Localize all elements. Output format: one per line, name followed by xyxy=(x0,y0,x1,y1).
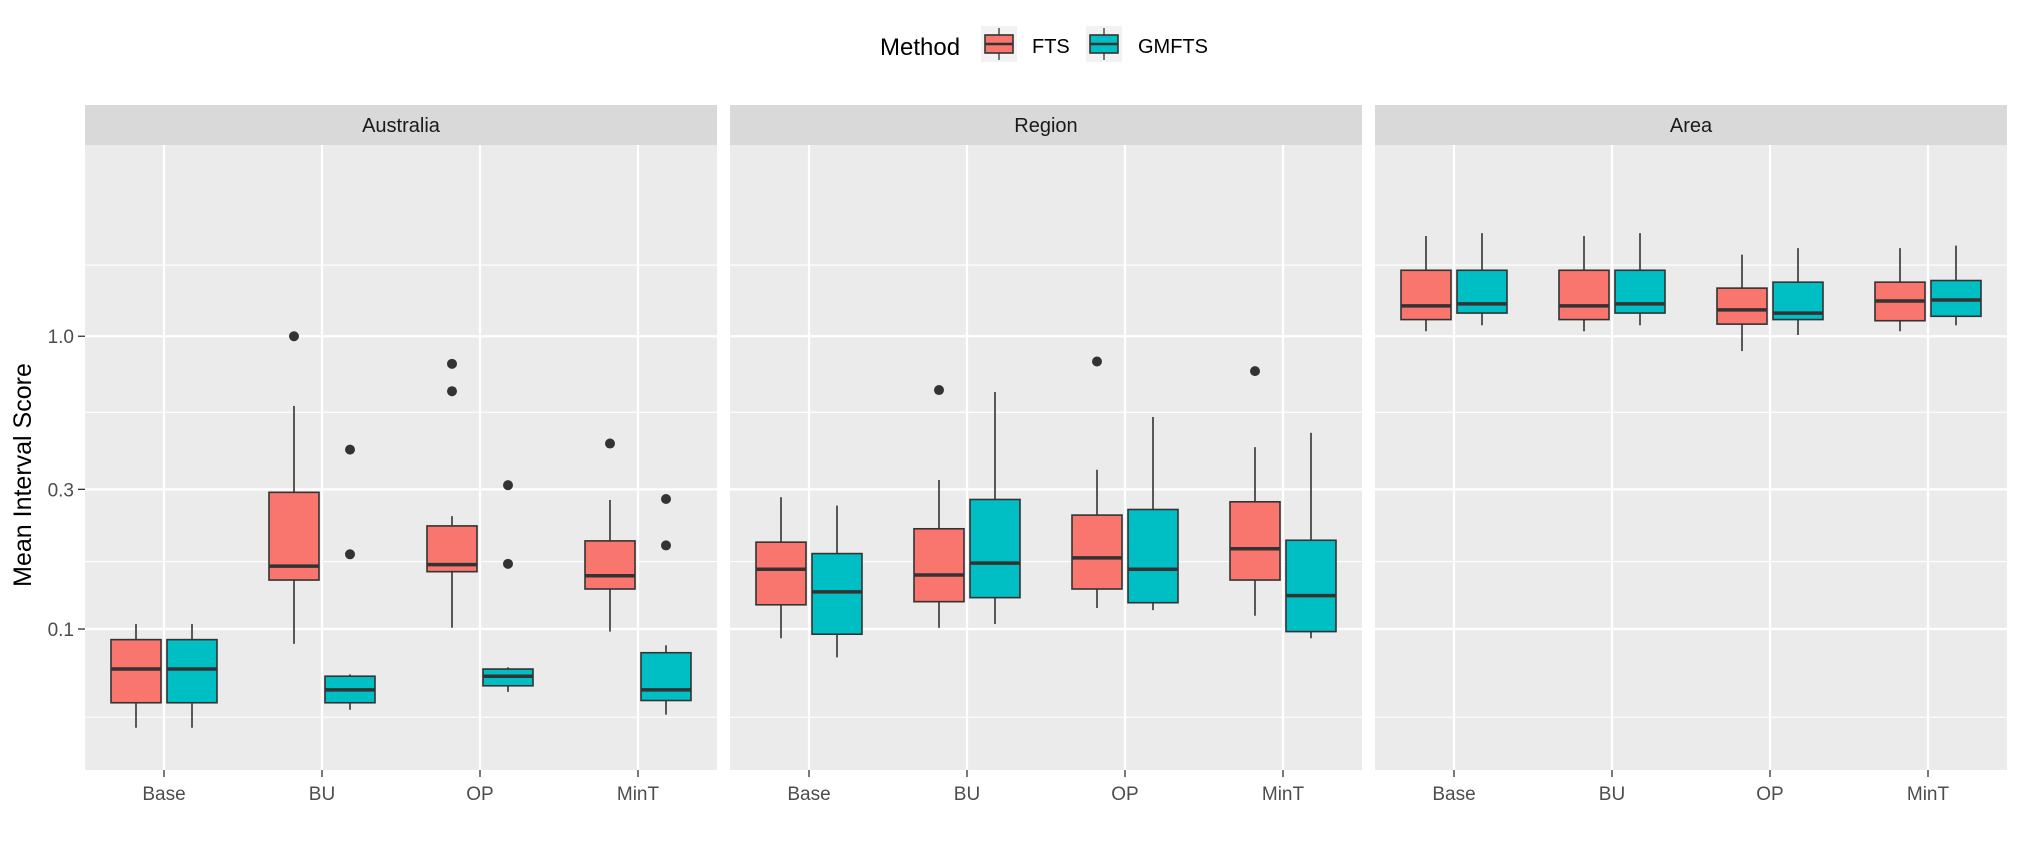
box-bu-gmfts xyxy=(1614,233,1666,326)
box-iqr xyxy=(1614,269,1666,314)
box-mint-gmfts xyxy=(1285,432,1337,639)
x-tick-label: OP xyxy=(1111,784,1138,805)
box-iqr xyxy=(640,651,692,702)
strip-label: Region xyxy=(1014,115,1077,137)
legend: Method FTS GMFTS xyxy=(880,26,1208,62)
y-axis-title: Mean Interval Score xyxy=(9,363,37,587)
panel-background xyxy=(1375,145,2007,770)
box-base-fts xyxy=(755,497,807,639)
box-base-fts xyxy=(110,624,162,728)
x-tick-label: MinT xyxy=(1262,784,1305,805)
x-tick-label: BU xyxy=(1599,784,1625,805)
box-bu-fts xyxy=(1558,235,1610,332)
x-tick-label: Base xyxy=(787,784,830,805)
strip-background xyxy=(85,105,717,145)
box-op-gmfts xyxy=(1772,248,1824,335)
outlier-point xyxy=(605,438,615,449)
y-tick-label: 0.1 xyxy=(48,620,74,641)
box-iqr xyxy=(166,638,218,704)
x-tick-label: BU xyxy=(309,784,335,805)
strip-background xyxy=(1375,105,2007,145)
box-iqr xyxy=(1400,269,1452,321)
panel-region: Region Base BU OP MinT xyxy=(730,105,1362,805)
box-op-gmfts xyxy=(482,480,534,692)
x-tick-label: OP xyxy=(466,784,493,805)
box-op-gmfts xyxy=(1127,416,1179,611)
box-iqr xyxy=(811,552,863,636)
box-iqr xyxy=(1456,269,1508,314)
x-tick-label: Base xyxy=(1432,784,1475,805)
box-mint-gmfts xyxy=(1930,245,1982,326)
panel-australia: Australia Base BU OP MinT xyxy=(85,105,717,805)
outlier-point xyxy=(345,549,355,560)
outlier-point xyxy=(289,331,299,342)
outlier-point xyxy=(503,558,513,569)
outlier-point xyxy=(447,358,457,369)
x-tick-label: OP xyxy=(1756,784,1783,805)
x-tick-label: MinT xyxy=(1907,784,1950,805)
box-mint-fts xyxy=(1874,248,1926,332)
box-iqr xyxy=(584,540,636,590)
box-base-fts xyxy=(1400,235,1452,332)
outlier-point xyxy=(661,540,671,551)
box-base-gmfts xyxy=(166,624,218,728)
box-mint-gmfts xyxy=(640,494,692,715)
box-iqr xyxy=(755,541,807,606)
box-iqr xyxy=(1558,269,1610,321)
box-base-gmfts xyxy=(1456,233,1508,326)
box-bu-gmfts xyxy=(324,444,376,710)
x-tick-label: BU xyxy=(954,784,980,805)
box-iqr xyxy=(969,498,1021,599)
box-bu-gmfts xyxy=(969,392,1021,625)
box-iqr xyxy=(1071,514,1123,590)
x-tick-label: MinT xyxy=(617,784,660,805)
box-iqr xyxy=(110,638,162,704)
box-bu-fts xyxy=(913,385,965,628)
box-iqr xyxy=(913,527,965,603)
box-op-fts xyxy=(1716,254,1768,352)
box-mint-fts xyxy=(584,438,636,632)
box-op-fts xyxy=(426,358,478,628)
box-mint-fts xyxy=(1229,366,1281,616)
outlier-point xyxy=(1250,366,1260,377)
strip-label: Area xyxy=(1670,115,1713,137)
legend-title: Method xyxy=(880,34,960,61)
outlier-point xyxy=(447,386,457,397)
box-iqr xyxy=(1229,500,1281,581)
box-op-fts xyxy=(1071,356,1123,608)
box-iqr xyxy=(1285,539,1337,633)
outlier-point xyxy=(934,385,944,396)
outlier-point xyxy=(1092,356,1102,367)
outlier-point xyxy=(503,480,513,491)
box-bu-fts xyxy=(268,331,320,644)
y-tick-label: 1.0 xyxy=(48,327,74,348)
outlier-point xyxy=(345,444,355,455)
x-tick-label: Base xyxy=(142,784,185,805)
box-base-gmfts xyxy=(811,505,863,658)
panel-area: Area Base BU OP MinT xyxy=(1375,105,2007,805)
box-iqr xyxy=(1127,508,1179,604)
outlier-point xyxy=(661,494,671,505)
box-iqr xyxy=(1716,287,1768,325)
strip-background xyxy=(730,105,1362,145)
y-tick-label: 0.3 xyxy=(48,480,74,501)
legend-label-gmfts: GMFTS xyxy=(1138,36,1208,58)
panel-background xyxy=(730,145,1362,770)
strip-label: Australia xyxy=(362,115,441,137)
y-axis: 0.1 0.3 1.0 xyxy=(48,327,85,641)
legend-label-fts: FTS xyxy=(1032,36,1070,58)
